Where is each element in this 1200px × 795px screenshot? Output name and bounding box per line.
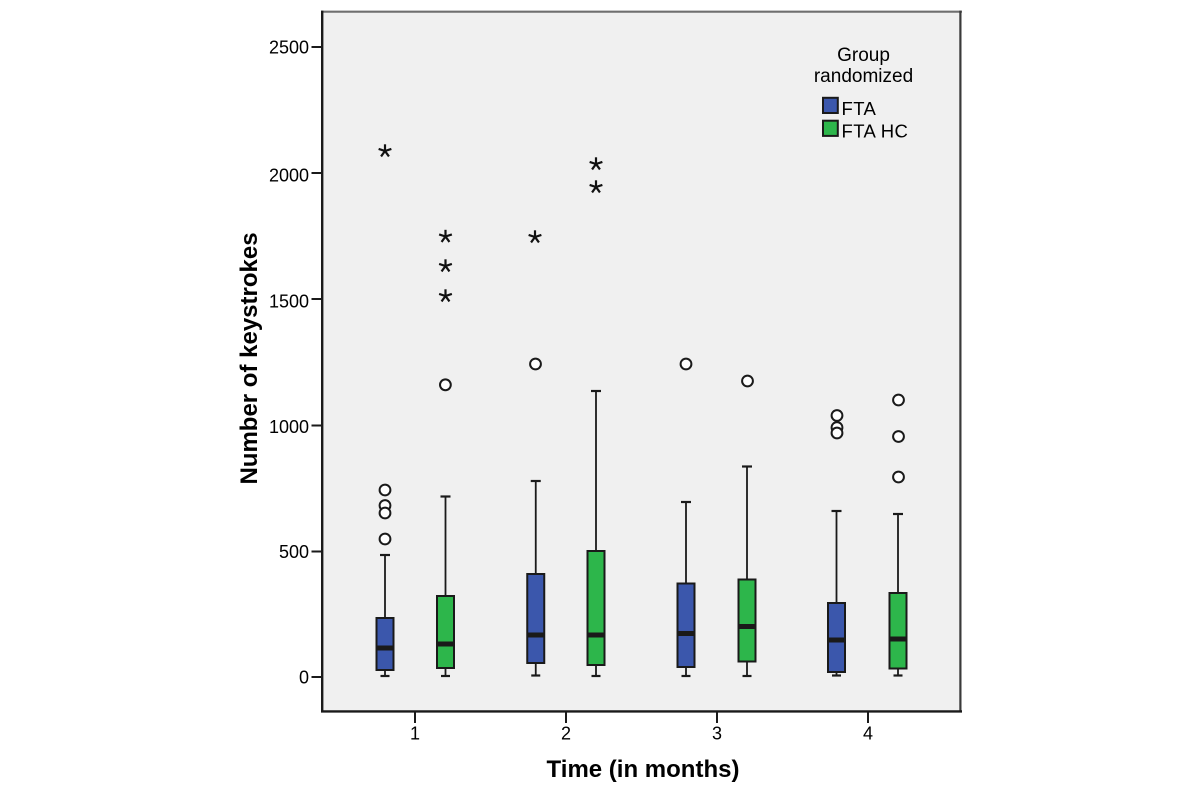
svg-text:2000: 2000 xyxy=(269,166,309,186)
svg-text:Number of keystrokes: Number of keystrokes xyxy=(236,232,263,484)
svg-text:1500: 1500 xyxy=(269,292,309,312)
svg-text:3: 3 xyxy=(712,724,722,744)
svg-text:FTA: FTA xyxy=(842,98,877,119)
svg-text:2: 2 xyxy=(561,724,571,744)
svg-text:1000: 1000 xyxy=(269,417,309,437)
svg-text:1: 1 xyxy=(410,724,420,744)
svg-text:randomized: randomized xyxy=(814,66,913,87)
svg-text:Time (in months): Time (in months) xyxy=(547,756,740,783)
svg-text:FTA HC: FTA HC xyxy=(842,120,909,141)
svg-text:0: 0 xyxy=(299,668,309,688)
svg-text:Group: Group xyxy=(837,45,890,66)
svg-text:500: 500 xyxy=(279,542,309,562)
svg-text:4: 4 xyxy=(863,724,873,744)
svg-text:2500: 2500 xyxy=(269,38,309,58)
